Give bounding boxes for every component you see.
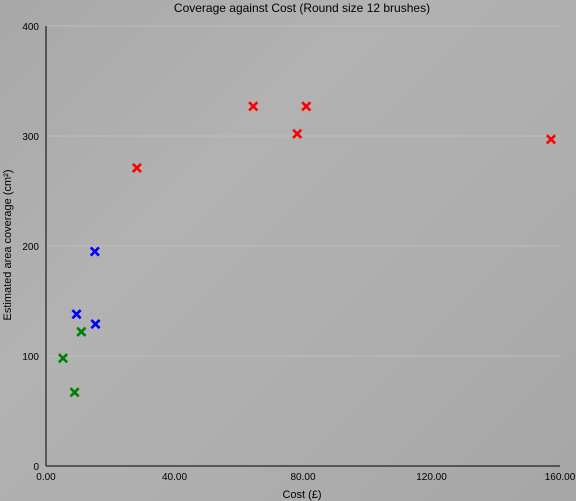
- data-point: [292, 128, 303, 139]
- grid: [46, 25, 560, 357]
- data-point: [545, 134, 557, 145]
- y-axis-label: Estimated area coverage (cm²): [2, 170, 14, 321]
- data-point: [76, 326, 87, 337]
- data-point: [248, 101, 259, 112]
- x-tick-label: 40.00: [162, 472, 187, 483]
- data-point: [57, 353, 69, 364]
- y-tick-label: 100: [22, 352, 39, 363]
- y-tick-label: 300: [22, 132, 39, 143]
- y-tick-label: 400: [22, 22, 39, 33]
- data-points: [57, 101, 557, 398]
- data-point: [69, 387, 80, 398]
- x-tick-label: 160.00: [545, 472, 576, 483]
- x-tick-label: 120.00: [416, 472, 447, 483]
- x-tick-label: 80.00: [290, 472, 315, 483]
- chart-title: Coverage against Cost (Round size 12 bru…: [174, 1, 430, 15]
- x-axis-label: Cost (£): [282, 489, 321, 501]
- y-tick-label: 200: [22, 242, 39, 253]
- x-tick-label: 0.00: [36, 472, 56, 483]
- data-point: [89, 246, 100, 257]
- data-point: [301, 101, 312, 112]
- tick-labels: 0 100 200 300 400 0.00 40.00 80.00 120.00 160.00: [22, 22, 575, 483]
- y-tick-label: 0: [33, 462, 39, 473]
- data-point: [131, 162, 142, 173]
- data-point: [90, 319, 101, 330]
- data-point: [71, 309, 82, 320]
